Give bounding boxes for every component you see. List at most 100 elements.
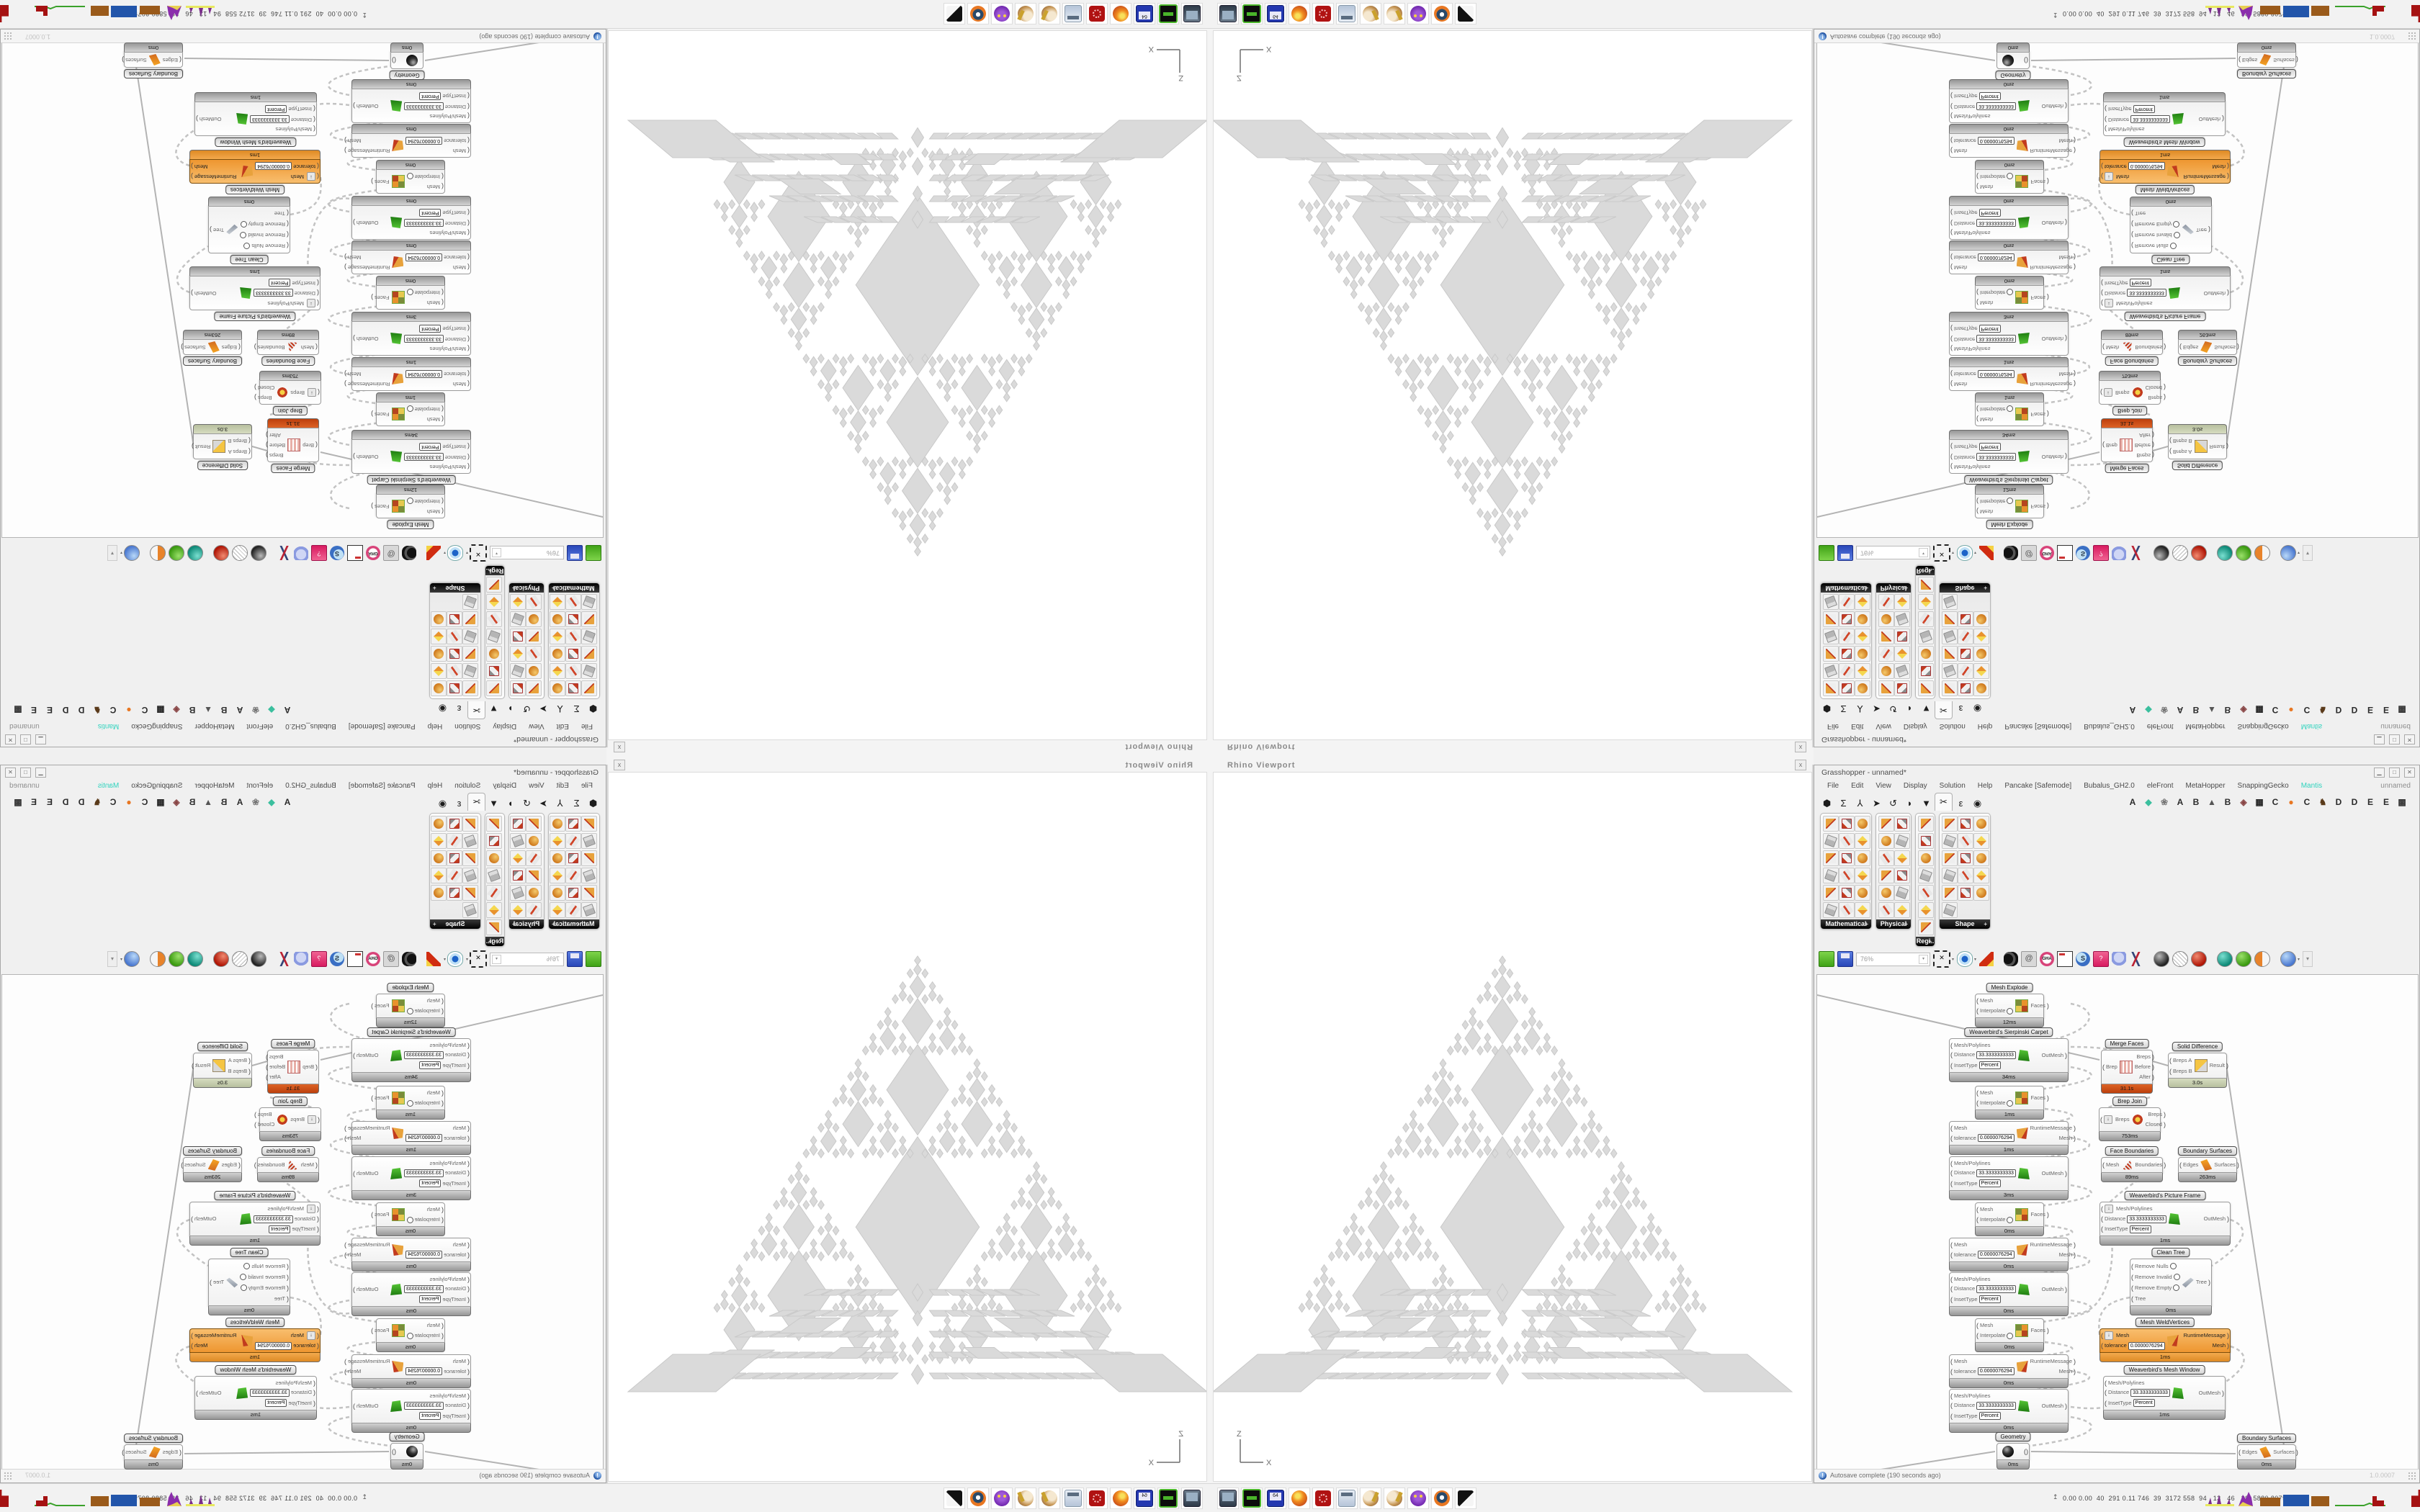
component-icon[interactable] — [1878, 663, 1894, 679]
component-icon[interactable] — [526, 833, 542, 849]
node-weaverbird-picture-frame[interactable]: Weaverbird's Picture Frame(↓ Mesh/Polylin… — [2099, 266, 2231, 321]
component-icon[interactable] — [1878, 611, 1894, 627]
tab-mesh-icon[interactable]: ▼ — [489, 798, 498, 809]
cluster-icon[interactable] — [401, 546, 416, 560]
value-box[interactable]: 0.0000076294 — [405, 1251, 443, 1259]
component-icon[interactable] — [1878, 833, 1894, 849]
input-jack[interactable]: ( — [467, 1392, 470, 1400]
input-jack[interactable]: ( — [2105, 1389, 2107, 1397]
taskbar-package-manager[interactable] — [1157, 1488, 1179, 1509]
open-file-icon[interactable] — [586, 545, 601, 561]
minimize-button[interactable]: ▁ — [2374, 768, 2385, 778]
tab-params-icon[interactable]: ⬢ — [588, 797, 598, 809]
component-icon[interactable] — [1823, 629, 1839, 644]
value-box[interactable]: 0.0000076294 — [1977, 1134, 2015, 1143]
menu-snappinggecko[interactable]: SnappingGecko — [2237, 782, 2289, 790]
value-box[interactable]: 33.3333333333 — [2130, 1388, 2170, 1397]
toggle-circle[interactable] — [2007, 498, 2014, 505]
output-jack[interactable]: ) — [210, 1279, 212, 1286]
component-icon[interactable] — [550, 594, 565, 610]
input-jack[interactable]: ( — [1950, 1134, 1953, 1142]
tab-surface-icon[interactable]: ◗ — [507, 703, 514, 714]
menu-edit[interactable]: Edit — [556, 782, 569, 790]
output-jack[interactable]: ) — [344, 1135, 346, 1142]
taskbar-paint-app-1[interactable] — [1360, 3, 1381, 24]
node-body[interactable]: () — [390, 52, 424, 69]
grasshopper-titlebar[interactable]: Grasshopper - unnamed* ▁ □ ✕ — [1814, 732, 2419, 747]
node-body[interactable]: (Mesh/Polylines(Distance 33.3333333333(In… — [1949, 321, 2069, 356]
output-jack[interactable]: ) — [2227, 1215, 2229, 1223]
tab-plugin-grid-icon[interactable]: ▦ — [156, 705, 165, 716]
tab-plugin-b1-icon[interactable]: B — [2192, 796, 2200, 807]
remote-at-icon[interactable] — [382, 545, 399, 561]
component-icon[interactable] — [581, 816, 597, 832]
preview-blue-icon[interactable] — [2280, 545, 2297, 561]
tab-plugin-c1-icon[interactable]: C — [2272, 796, 2279, 807]
menu-help[interactable]: Help — [1977, 722, 1993, 730]
open-file-icon[interactable] — [586, 951, 601, 967]
output-jack[interactable]: ) — [2208, 226, 2210, 233]
input-jack[interactable]: ( — [1950, 219, 1953, 227]
gha-loader-icon[interactable] — [365, 952, 380, 966]
component-icon[interactable] — [1823, 680, 1839, 696]
output-jack[interactable]: ) — [2151, 451, 2154, 459]
component-icon[interactable] — [526, 816, 542, 832]
tab-mesh-icon[interactable]: ▼ — [1922, 703, 1931, 714]
component-icon[interactable] — [431, 611, 447, 627]
component-icon[interactable] — [1839, 611, 1855, 627]
gh-canvas[interactable]: Mesh Explode(Mesh(Interpolate Faces) 12ms W… — [1, 974, 604, 1470]
minimize-button[interactable]: ▁ — [2374, 734, 2385, 744]
component-icon[interactable] — [486, 885, 502, 901]
preview-half-icon[interactable] — [149, 951, 166, 967]
value-box[interactable]: 33.3333333333 — [250, 1388, 290, 1397]
finder-icon[interactable] — [329, 952, 344, 966]
cluster-icon[interactable] — [2004, 546, 2019, 560]
node-brep-join[interactable]: Brep Join(↓ Breps Breps) Closed) 753ms — [254, 371, 321, 415]
input-jack[interactable]: ( — [2101, 1205, 2103, 1213]
menu-display[interactable]: Display — [1903, 722, 1927, 730]
grasshopper-titlebar[interactable]: Grasshopper - unnamed* ▁ □ ✕ — [1, 765, 606, 780]
output-jack[interactable]: ) — [2164, 343, 2166, 351]
input-jack[interactable]: ( — [394, 1448, 396, 1455]
menu-mantis[interactable]: Mantis — [2300, 782, 2323, 790]
value-box[interactable]: 33.3333333333 — [404, 335, 444, 343]
preview-eye-icon[interactable] — [447, 545, 463, 561]
input-jack[interactable]: ( — [467, 1402, 470, 1410]
input-jack[interactable]: ( — [1950, 1357, 1953, 1365]
preview-blue-icon[interactable] — [123, 545, 140, 561]
finder-icon[interactable] — [2076, 546, 2091, 560]
tab-transform-icon[interactable]: ε — [457, 703, 462, 714]
menu-view[interactable]: View — [529, 782, 544, 790]
menu-edit[interactable]: Edit — [1851, 722, 1864, 730]
input-jack[interactable]: ( — [467, 1051, 470, 1059]
node-body[interactable]: (Mesh(Interpolate Faces) — [1975, 1318, 2049, 1343]
component-icon[interactable] — [565, 663, 581, 679]
component-icon[interactable] — [1894, 850, 1910, 866]
menu-solution[interactable]: Solution — [1939, 722, 1966, 730]
bulb-icon[interactable] — [2112, 546, 2127, 560]
component-icon[interactable] — [1942, 594, 1958, 610]
input-jack[interactable]: ( — [442, 1332, 444, 1339]
tab-plugin-a1-icon[interactable]: A — [2129, 796, 2136, 807]
toggle-circle[interactable] — [406, 498, 413, 505]
tab-plugin-d1-icon[interactable]: D — [2335, 705, 2342, 716]
component-icon[interactable] — [1973, 833, 1989, 849]
package-help-icon[interactable] — [2093, 951, 2110, 967]
node-body[interactable]: () — [1996, 52, 2030, 69]
component-icon[interactable] — [1942, 611, 1958, 627]
tab-plugin-mountain-icon[interactable]: ▲ — [204, 705, 212, 716]
node-body[interactable]: (Edges Surfaces) — [181, 339, 242, 355]
component-icon[interactable] — [486, 919, 502, 935]
component-icon[interactable] — [510, 646, 526, 662]
component-icon[interactable] — [1958, 680, 1973, 696]
preview-wireframe-icon[interactable] — [231, 951, 248, 967]
output-jack[interactable]: ) — [2065, 219, 2067, 226]
node-merge-faces[interactable]: Merge Faces(Brep Breps) Before) After) 31.1s — [266, 418, 319, 473]
tab-plugin-d2-icon[interactable]: D — [2351, 796, 2358, 807]
tab-plugin-e1-icon[interactable]: E — [47, 796, 53, 807]
component-icon[interactable] — [526, 885, 542, 901]
menu-solution[interactable]: Solution — [454, 722, 481, 730]
tab-plugin-dot-icon[interactable]: ● — [126, 796, 132, 807]
component-icon[interactable] — [565, 680, 581, 696]
menu-elefront[interactable]: eleFront — [246, 722, 274, 730]
